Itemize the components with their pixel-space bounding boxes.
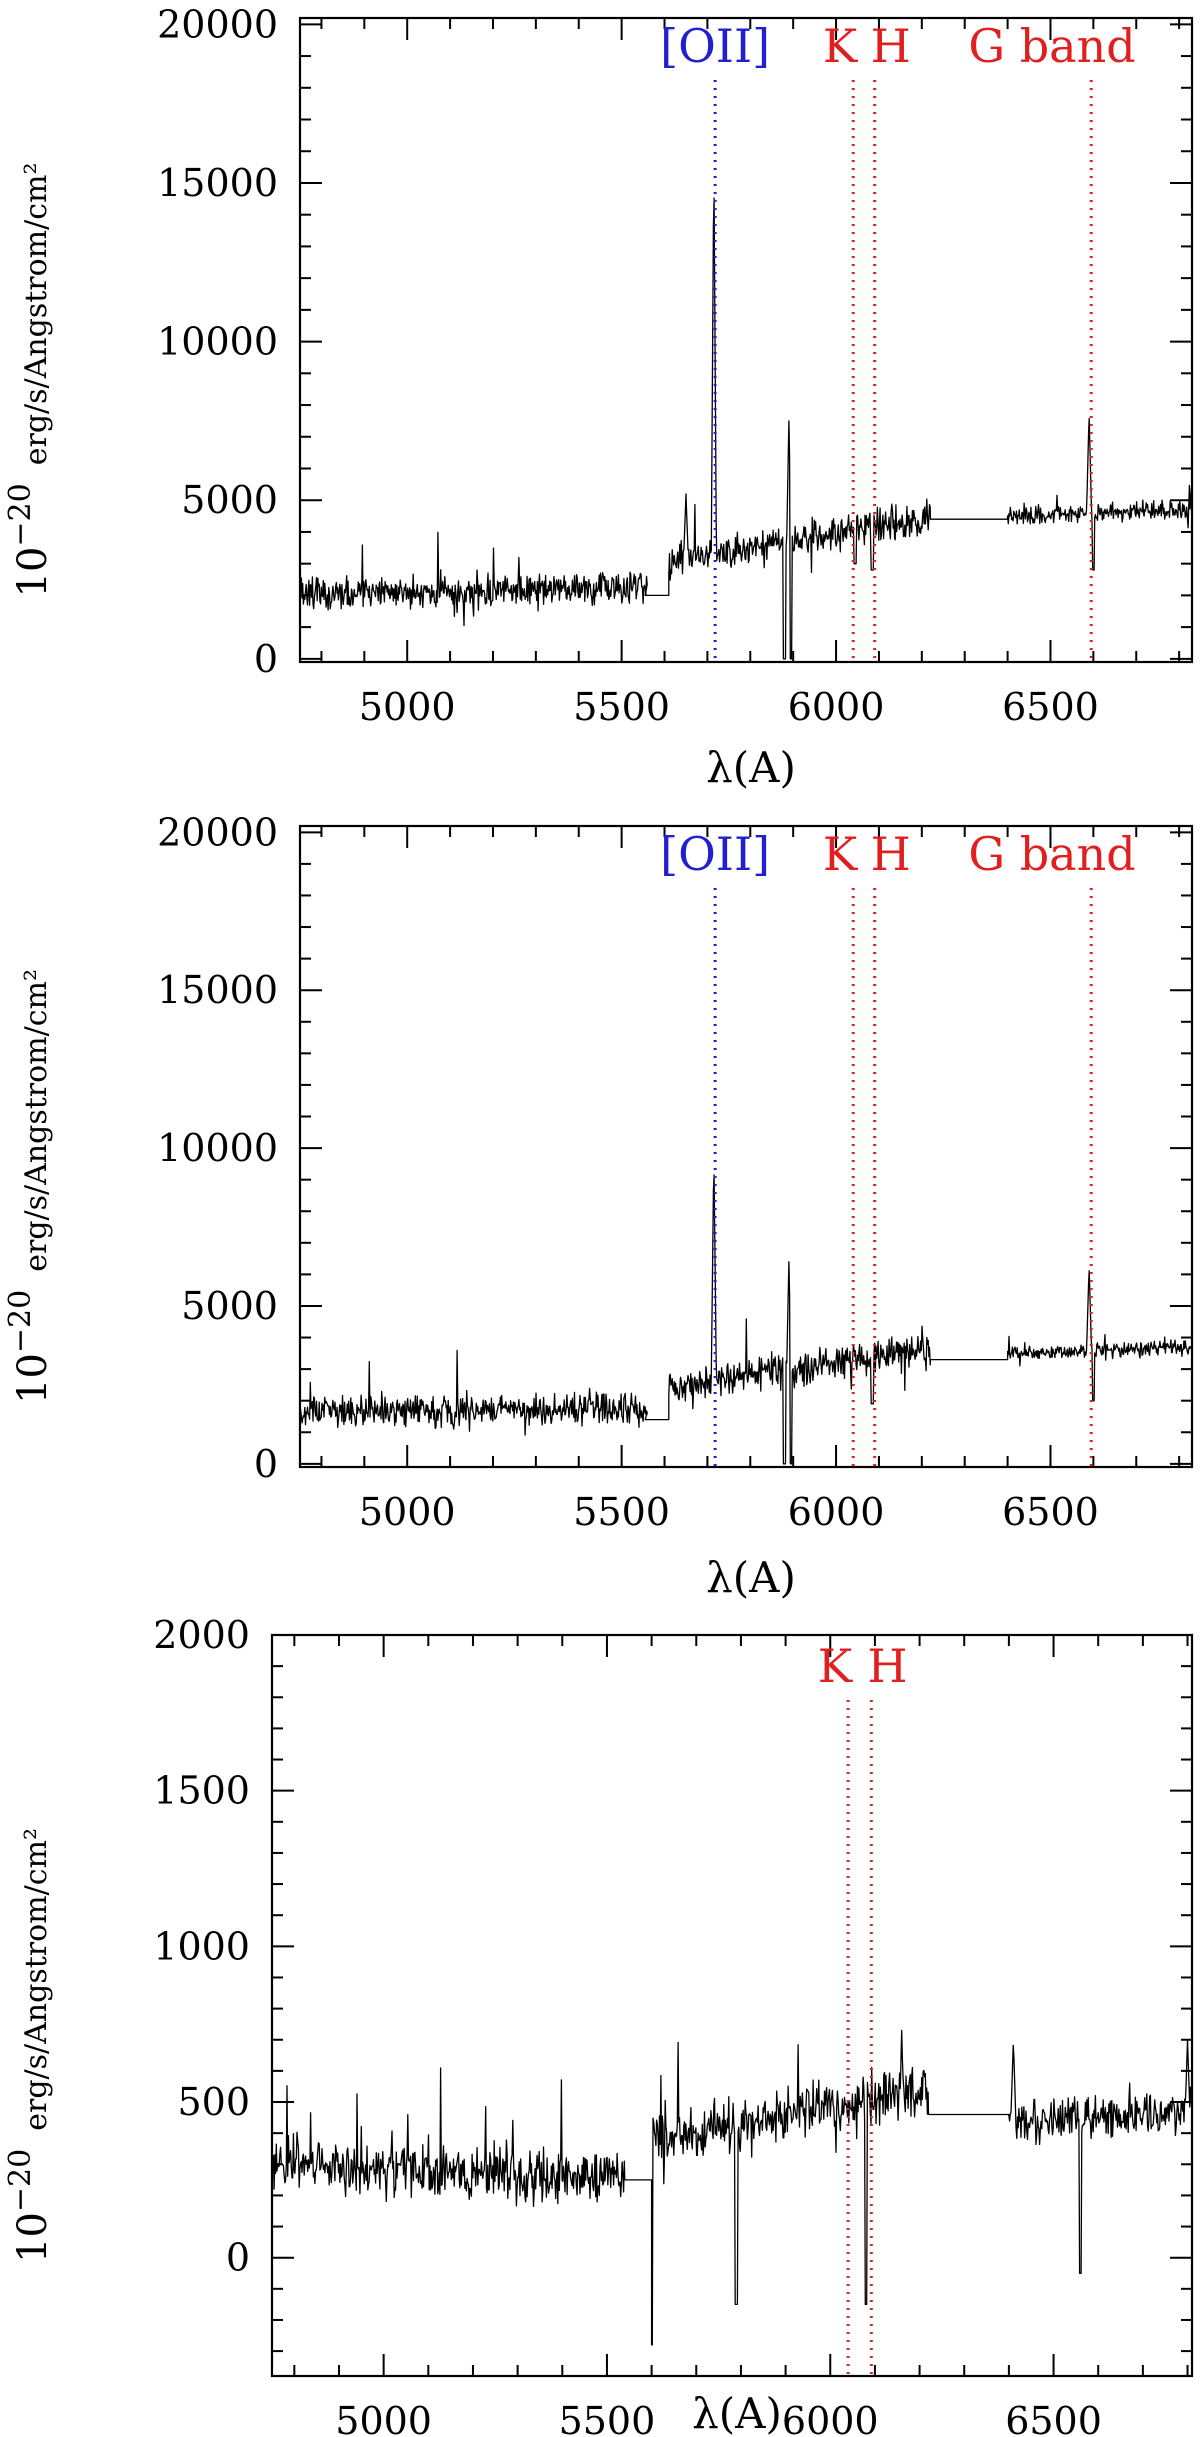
y-tick-label: 5000 xyxy=(181,1284,278,1328)
x-tick-label: 5500 xyxy=(559,2399,656,2437)
y-tick-label: 2000 xyxy=(153,1613,250,1657)
y-tick-label: 10000 xyxy=(157,1126,278,1170)
plot-frame xyxy=(298,16,1194,664)
x-axis-label: λ(A) xyxy=(706,1553,796,1602)
y-tick-label: 10000 xyxy=(157,320,278,364)
y-axis-label: 10−20erg/s/Angstrom/cm² xyxy=(3,969,56,1404)
line-marker-label: G band xyxy=(968,827,1135,881)
spectrum-line xyxy=(299,197,1193,660)
y-tick-label: 5000 xyxy=(181,478,278,522)
plot-frame xyxy=(298,824,1194,1469)
line-marker-label: [OII] xyxy=(660,19,770,73)
x-tick-label: 6500 xyxy=(1002,1490,1099,1534)
x-tick-label: 5000 xyxy=(335,2399,432,2437)
y-tick-label: 0 xyxy=(254,637,278,681)
x-tick-label: 5000 xyxy=(359,1490,456,1534)
x-tick-label: 6000 xyxy=(788,685,885,729)
x-tick-label: 6500 xyxy=(1002,685,1099,729)
line-marker-label: K xyxy=(818,1639,854,1693)
x-tick-label: 5000 xyxy=(359,685,456,729)
line-marker-label: K xyxy=(823,19,859,73)
y-tick-label: 500 xyxy=(177,2080,250,2124)
line-marker-label: H xyxy=(871,827,911,881)
line-marker-label: [OII] xyxy=(660,827,770,881)
spectrum-line xyxy=(299,1174,1192,1465)
spectrum-panel-top: 5000 5500 6000 6500 0 5000 10000 15000 20000 λ(A)… xyxy=(3,2,1194,792)
x-axis-label: λ(A) xyxy=(706,743,796,792)
spectrum-panel-bottom: 5000 5500 6000 6500 0 500 1000 1500 2000 λ(A) 10−2… xyxy=(3,1613,1194,2437)
line-marker-label: H xyxy=(867,1639,907,1693)
y-tick-label: 1500 xyxy=(153,1769,250,1813)
y-tick-label: 15000 xyxy=(157,161,278,205)
x-tick-label: 5500 xyxy=(573,1490,670,1534)
y-tick-label: 0 xyxy=(226,2236,250,2280)
x-tick-label: 6000 xyxy=(782,2399,879,2437)
y-tick-label: 20000 xyxy=(157,2,278,46)
plot-frame xyxy=(270,1633,1194,2378)
y-tick-label: 20000 xyxy=(157,810,278,854)
x-axis-label: λ(A) xyxy=(692,2389,782,2437)
x-tick-label: 6000 xyxy=(788,1490,885,1534)
y-tick-label: 0 xyxy=(254,1442,278,1486)
spectrum-panel-middle: 5000 5500 6000 6500 0 5000 10000 15000 20000 λ(A)… xyxy=(3,810,1194,1602)
x-tick-label: 6500 xyxy=(1005,2399,1102,2437)
y-axis-label: 10−20erg/s/Angstrom/cm² xyxy=(3,162,56,597)
spectrum-line xyxy=(271,2029,1193,2346)
y-tick-label: 1000 xyxy=(153,1924,250,1968)
y-tick-label: 15000 xyxy=(157,968,278,1012)
line-marker-label: H xyxy=(871,19,911,73)
line-marker-label: G band xyxy=(968,19,1135,73)
x-tick-label: 5500 xyxy=(573,685,670,729)
y-axis-label: 10−20erg/s/Angstrom/cm² xyxy=(3,1828,56,2263)
line-marker-label: K xyxy=(823,827,859,881)
